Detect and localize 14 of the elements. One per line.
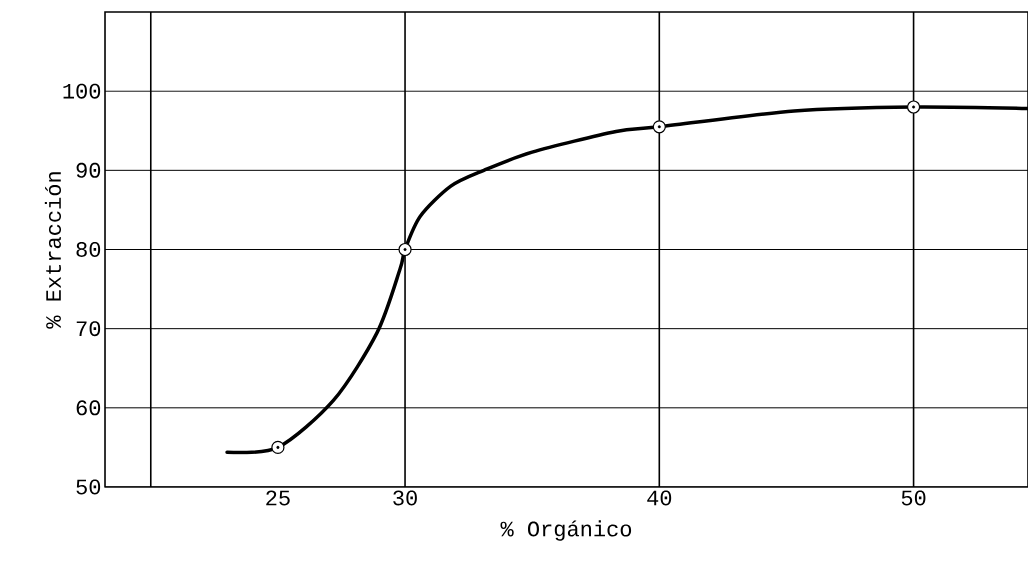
- y-tick-label: 60: [76, 400, 101, 416]
- x-tick-label: 40: [647, 490, 672, 506]
- x-tick-label: 25: [266, 490, 290, 506]
- point: [652, 120, 666, 134]
- x-tick-label: 30: [393, 490, 417, 506]
- x-tick-label: 50: [901, 490, 926, 506]
- y-tick-label: 50: [76, 479, 101, 495]
- x-axis-title: % Orgánico: [500, 520, 632, 541]
- y-axis-title: % Extracción: [44, 172, 62, 329]
- point: [271, 440, 285, 455]
- y-tick-label: 80: [76, 242, 101, 257]
- y-tick-label: 70: [76, 321, 101, 337]
- y-tick-label: 90: [76, 162, 101, 178]
- y-tick-label: 100: [63, 83, 101, 99]
